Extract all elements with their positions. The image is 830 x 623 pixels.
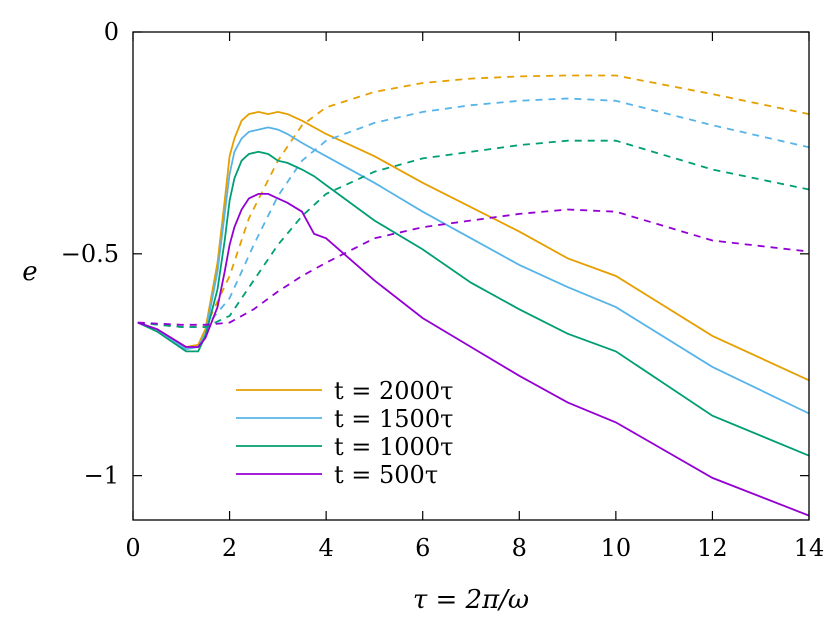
- x-tick-label: 6: [415, 534, 430, 562]
- x-tick-label: 2: [222, 534, 237, 562]
- y-axis-ticks: 0 −0.5 −1: [61, 18, 809, 490]
- legend-label: t = 2000τ: [334, 377, 453, 405]
- x-tick-label: 0: [125, 534, 140, 562]
- x-axis-label: τ = 2π/ω: [413, 585, 529, 615]
- x-tick-label: 10: [601, 534, 632, 562]
- series-dashed-line: [137, 139, 810, 328]
- legend-label: t = 500τ: [334, 461, 438, 489]
- y-tick-label: −0.5: [61, 240, 119, 268]
- series-solid-line: [137, 110, 810, 382]
- series-dashed-line: [137, 208, 810, 326]
- series-solid-line: [137, 126, 810, 415]
- series-dashed-line: [137, 97, 810, 328]
- x-tick-label: 12: [697, 534, 728, 562]
- x-tick-label: 8: [512, 534, 527, 562]
- y-tick-label: −1: [84, 462, 119, 490]
- x-axis-ticks: 0 2 4 6 8 10 12 14: [125, 32, 824, 562]
- plot-frame: [132, 31, 810, 521]
- series-solid-line: [137, 192, 810, 517]
- x-tick-label: 4: [319, 534, 334, 562]
- y-axis-label: e: [22, 257, 37, 287]
- series-solid-line: [137, 150, 810, 457]
- y-tick-label: 0: [104, 18, 119, 46]
- x-tick-label: 14: [794, 534, 825, 562]
- legend-label: t = 1500τ: [334, 405, 453, 433]
- legend-label: t = 1000τ: [334, 433, 453, 461]
- series-layer: [137, 74, 810, 517]
- series-dashed-line: [137, 74, 810, 328]
